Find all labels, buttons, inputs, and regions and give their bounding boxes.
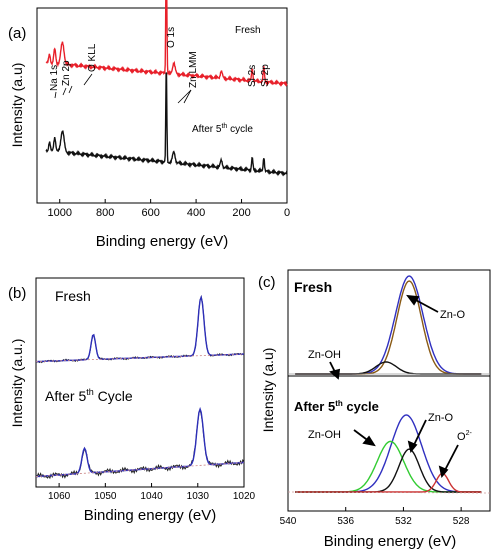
panel-b-y-label: Intensity (a.u.) <box>9 339 25 428</box>
raw-data-line <box>35 408 245 480</box>
annotation-na1s: Na 1s <box>49 65 60 91</box>
fit-line-fresh <box>36 294 244 363</box>
panel-c-series <box>287 275 491 494</box>
series-line-fresh <box>45 0 288 87</box>
panel-c-fresh-label: Fresh <box>294 279 332 295</box>
x-tick-label: 400 <box>187 207 205 219</box>
peak-after-zn-oh <box>295 440 482 493</box>
annotation-okll: O KLL <box>87 43 98 72</box>
x-tick-label: 540 <box>280 516 297 527</box>
panel-a-x-ticks: 1000 800 600 400 200 0 <box>47 199 290 219</box>
panel-c-label: (c) <box>258 274 276 291</box>
baseline-bottom <box>287 491 491 494</box>
panel-c-x-label: Binding energy (eV) <box>324 533 457 550</box>
panel-c-o2-label: O2- <box>457 430 472 443</box>
panel-b-x-ticks: 1060 1050 1040 1030 1020 <box>48 483 256 502</box>
raw-data-line <box>35 294 245 364</box>
x-tick-label: 536 <box>337 516 354 527</box>
peak-fresh-zn-oh <box>295 361 482 375</box>
panel-b-after-label: After 5th Cycle <box>45 387 133 404</box>
panel-c-znoh-bottom-label: Zn-OH <box>308 429 341 441</box>
panel-b-frame <box>35 277 245 488</box>
annotation-si2p: Si 2p <box>260 64 271 87</box>
x-tick-label: 600 <box>141 207 159 219</box>
panel-c-frame <box>287 269 491 512</box>
x-tick-label: 200 <box>232 207 250 219</box>
panel-c-x-ticks: 540 536 532 528 <box>280 507 470 527</box>
x-tick-label: 532 <box>395 516 412 527</box>
panel-b: (b) 1060 1050 1040 1030 1020 Binding energy … <box>8 277 256 524</box>
fit-line-after-5th-cycle <box>35 406 245 478</box>
panel-b-fresh-label: Fresh <box>55 288 91 304</box>
panel-a-x-label: Binding energy (eV) <box>96 233 229 250</box>
panel-a-after-label: After 5th cycle <box>192 123 253 135</box>
annotation-si2s: Si 2s <box>247 65 258 87</box>
x-tick-label: 528 <box>453 516 470 527</box>
panel-b-series <box>35 294 245 480</box>
panel-a-annotation-arrows <box>54 73 192 104</box>
panel-c-zno-top-label: Zn-O <box>440 309 466 321</box>
x-tick-label: 1000 <box>47 207 71 219</box>
panel-a-label: (a) <box>8 25 26 42</box>
panel-c-after-label: After 5th cycle <box>294 399 379 414</box>
annotation-o1s: O 1s <box>166 27 177 48</box>
panel-a-series <box>45 0 288 177</box>
peak-after-o2- <box>295 472 482 493</box>
x-tick-label: 800 <box>96 207 114 219</box>
panel-a: (a) 1000 800 600 400 200 0 Binding energy (eV… <box>8 0 290 250</box>
panel-a-fresh-label: Fresh <box>235 25 261 36</box>
panel-c-zno-bottom-label: Zn-O <box>428 412 454 424</box>
x-tick-label: 1030 <box>187 491 210 502</box>
panel-a-frame <box>36 7 288 204</box>
panel-c-znoh-top-label: Zn-OH <box>308 349 341 361</box>
background-line <box>35 462 245 477</box>
annotation-zn2p: Zn 2p <box>61 60 72 86</box>
panel-c: (c) 540 536 532 528 Binding energy (eV) Int… <box>258 269 491 550</box>
panel-c-arrows <box>329 294 459 478</box>
panel-c-y-label: Intensity (a.u) <box>260 348 276 433</box>
x-tick-label: 1050 <box>94 491 117 502</box>
panel-a-y-label: Intensity (a.u) <box>9 63 25 148</box>
x-tick-label: 1060 <box>48 491 71 502</box>
panel-b-label: (b) <box>8 285 26 302</box>
panel-b-x-label: Binding energy (eV) <box>84 507 217 524</box>
x-tick-label: 1040 <box>140 491 163 502</box>
x-tick-label: 0 <box>284 207 290 219</box>
annotation-znlmm: Zn LMM <box>188 51 199 88</box>
x-tick-label: 1020 <box>233 491 256 502</box>
series-line-after-5th-cycle <box>45 72 288 177</box>
background-line <box>35 353 245 362</box>
